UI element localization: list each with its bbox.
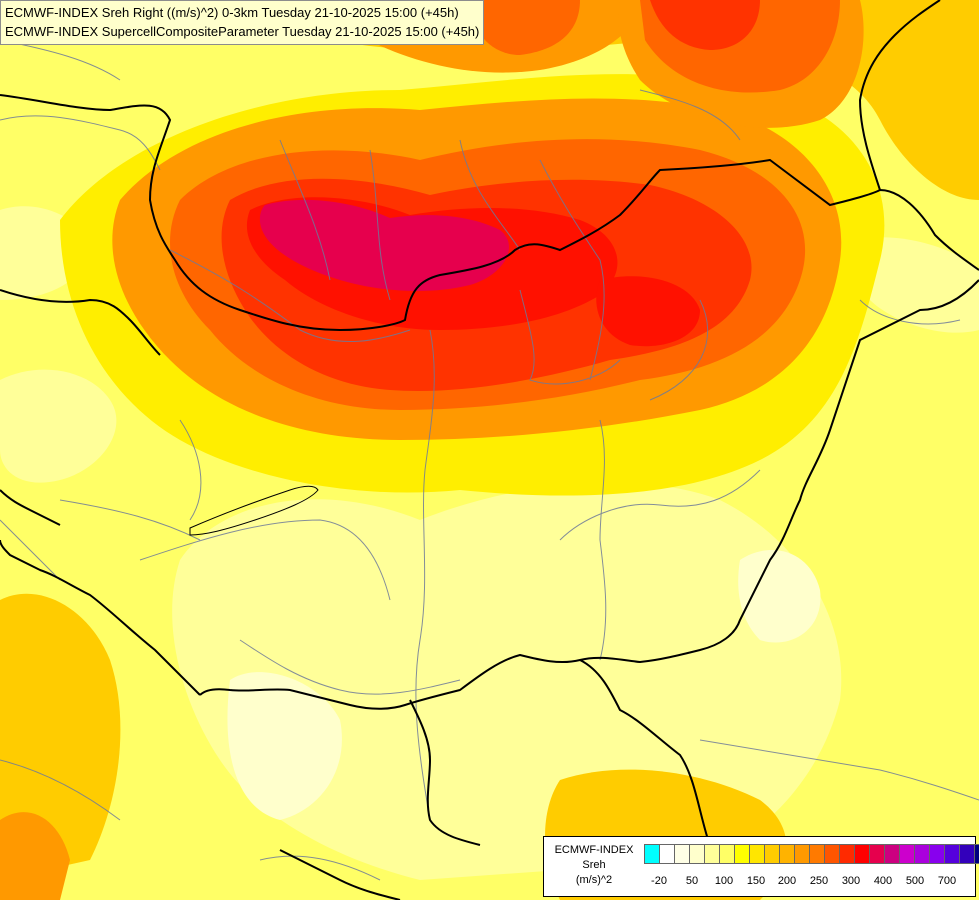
legend-swatch [734, 844, 750, 864]
legend-swatch [749, 844, 765, 864]
legend-swatch [884, 844, 900, 864]
legend-swatch [644, 844, 660, 864]
legend-label: ECMWF-INDEX Sreh (m/s)^2 [546, 843, 642, 888]
legend-swatch [674, 844, 690, 864]
legend: ECMWF-INDEX Sreh (m/s)^2 -20 50 100 150 200 2… [543, 836, 979, 897]
legend-swatch [794, 844, 810, 864]
legend-tick-label: 200 [777, 875, 797, 887]
legend-tick-label: 250 [809, 875, 829, 887]
legend-swatch [914, 844, 930, 864]
legend-unit: (m/s)^2 [575, 874, 613, 886]
legend-swatch [704, 844, 720, 864]
legend-tick-label: -20 [651, 875, 667, 887]
legend-tick-label: 150 [746, 875, 766, 887]
field-crimson-core [259, 199, 509, 292]
legend-swatch [809, 844, 825, 864]
legend-swatch [824, 844, 840, 864]
title-line-1: ECMWF-INDEX Sreh Right ((m/s)^2) 0-3km T… [5, 5, 459, 20]
legend-swatch [869, 844, 885, 864]
legend-tick-label: 100 [714, 875, 734, 887]
legend-swatches [644, 844, 979, 864]
legend-param: Sreh [582, 859, 606, 871]
legend-swatch [839, 844, 855, 864]
title-box: ECMWF-INDEX Sreh Right ((m/s)^2) 0-3km T… [0, 0, 485, 45]
legend-tick-label: 400 [873, 875, 893, 887]
legend-tick-label: 700 [937, 875, 957, 887]
legend-swatch [854, 844, 870, 864]
legend-swatch [944, 844, 960, 864]
legend-tick-label: 50 [685, 875, 699, 887]
legend-swatch [899, 844, 915, 864]
legend-swatch [959, 844, 975, 864]
title-line-2: ECMWF-INDEX SupercellCompositeParameter … [5, 24, 480, 39]
admin-borders [0, 39, 979, 881]
legend-swatch [779, 844, 795, 864]
legend-swatch [764, 844, 780, 864]
legend-swatch [719, 844, 735, 864]
legend-swatch [689, 844, 705, 864]
legend-swatch [929, 844, 945, 864]
legend-source: ECMWF-INDEX [554, 844, 634, 856]
legend-swatch [974, 844, 979, 864]
lake-balaton [189, 485, 319, 536]
legend-swatch [659, 844, 675, 864]
legend-tick-label: 300 [841, 875, 861, 887]
legend-tick-label: 500 [905, 875, 925, 887]
